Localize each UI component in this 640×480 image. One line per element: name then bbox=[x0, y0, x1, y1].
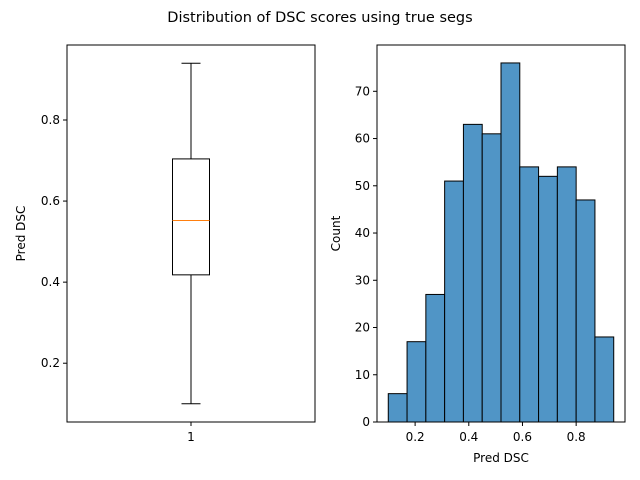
x-tick-label: 0.6 bbox=[513, 430, 532, 444]
y-tick-label: 20 bbox=[355, 321, 370, 335]
histogram-axes-frame bbox=[376, 44, 626, 423]
y-tick-label: 0.4 bbox=[41, 275, 60, 289]
y-tick-label: 0.2 bbox=[41, 356, 60, 370]
y-tick-label: 0.8 bbox=[41, 113, 60, 127]
histogram-x-axis-label: Pred DSC bbox=[473, 451, 529, 465]
histogram-bar bbox=[556, 166, 577, 423]
histogram-bar bbox=[575, 199, 596, 423]
x-tick-label: 0.2 bbox=[406, 430, 425, 444]
y-tick-label: 50 bbox=[355, 179, 370, 193]
x-tick-label: 1 bbox=[187, 430, 195, 444]
figure-title: Distribution of DSC scores using true se… bbox=[167, 10, 472, 26]
histogram-bar bbox=[387, 393, 408, 423]
boxplot-marks bbox=[172, 62, 210, 405]
y-tick-label: 70 bbox=[355, 84, 370, 98]
histogram-bars bbox=[387, 62, 615, 423]
boxplot-panel: 0.2 0.4 0.6 0.8 1 Pred DSC bbox=[14, 44, 316, 444]
histogram-panel: 0 10 20 30 40 50 60 70 0.2 0.4 0.6 0.8 Count Pred … bbox=[329, 44, 626, 465]
histogram-bar bbox=[462, 123, 483, 423]
box-iqr bbox=[172, 158, 210, 276]
histogram-bar bbox=[594, 336, 615, 423]
x-tick-label: 0.8 bbox=[567, 430, 586, 444]
histogram-bar bbox=[538, 175, 558, 423]
histogram-bar bbox=[519, 166, 540, 423]
histogram-bar bbox=[444, 180, 464, 423]
histogram-x-ticks: 0.2 0.4 0.6 0.8 bbox=[406, 422, 586, 444]
y-tick-label: 30 bbox=[355, 273, 370, 287]
x-tick-label: 0.4 bbox=[459, 430, 478, 444]
histogram-bar bbox=[500, 62, 521, 423]
histogram-bar bbox=[481, 133, 502, 423]
boxplot-y-ticks: 0.2 0.4 0.6 0.8 bbox=[41, 113, 67, 370]
boxplot-x-ticks: 1 bbox=[187, 422, 195, 444]
y-tick-label: 60 bbox=[355, 132, 370, 146]
histogram-y-axis-label: Count bbox=[329, 215, 343, 251]
y-tick-label: 0.6 bbox=[41, 194, 60, 208]
histogram-y-ticks: 0 10 20 30 40 50 60 70 bbox=[355, 84, 377, 429]
y-tick-label: 10 bbox=[355, 368, 370, 382]
y-tick-label: 40 bbox=[355, 226, 370, 240]
y-tick-label: 0 bbox=[362, 415, 370, 429]
histogram-bar bbox=[406, 341, 427, 423]
histogram-bar bbox=[425, 293, 446, 423]
boxplot-y-axis-label: Pred DSC bbox=[14, 206, 28, 262]
boxplot-axes-frame bbox=[66, 44, 316, 423]
